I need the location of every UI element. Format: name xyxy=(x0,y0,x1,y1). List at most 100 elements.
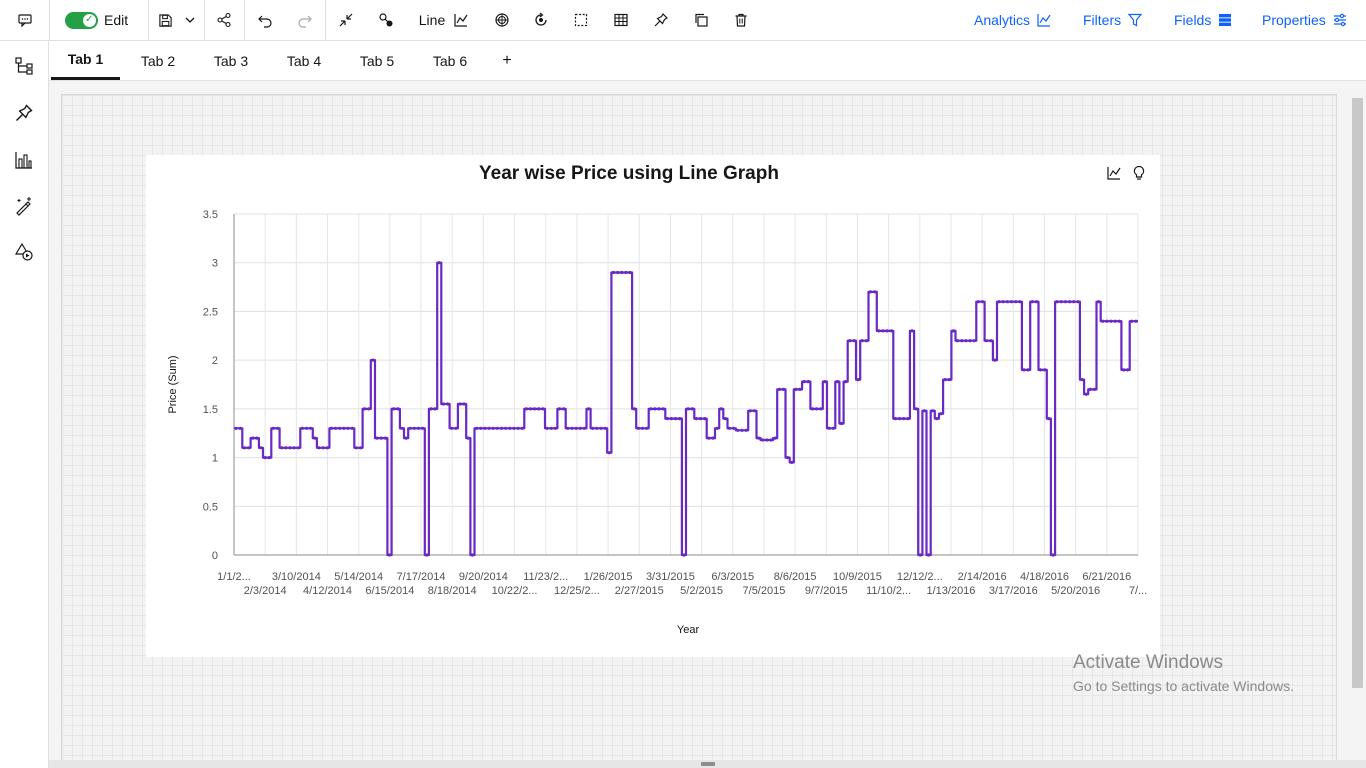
data-point[interactable] xyxy=(516,426,520,430)
data-point[interactable] xyxy=(309,426,313,430)
tab-2[interactable]: Tab 2 xyxy=(140,52,176,69)
data-point[interactable] xyxy=(839,421,844,426)
undo-icon[interactable] xyxy=(254,0,276,40)
properties-link[interactable]: Properties xyxy=(1262,0,1348,40)
data-point[interactable] xyxy=(1126,368,1130,372)
data-point[interactable] xyxy=(980,300,985,304)
data-point[interactable] xyxy=(951,329,956,333)
refresh-icon[interactable] xyxy=(530,0,552,40)
chart-card[interactable]: Year wise Price using Line Graph 0 0.5 1 1.… xyxy=(146,155,1160,657)
data-point[interactable] xyxy=(931,409,935,413)
data-point[interactable] xyxy=(1068,300,1072,304)
data-point[interactable] xyxy=(856,378,860,382)
data-point[interactable] xyxy=(255,436,259,440)
data-point[interactable] xyxy=(678,417,682,421)
chevron-down-icon[interactable] xyxy=(181,0,199,40)
data-point[interactable] xyxy=(1005,300,1010,304)
data-point[interactable] xyxy=(649,407,653,411)
data-point[interactable] xyxy=(1022,368,1026,372)
tab-6[interactable]: Tab 6 xyxy=(432,52,468,69)
data-point[interactable] xyxy=(545,426,549,430)
data-point[interactable] xyxy=(1072,300,1076,304)
data-point[interactable] xyxy=(334,426,338,430)
data-point[interactable] xyxy=(674,417,678,421)
data-point[interactable] xyxy=(582,426,586,430)
comment-icon[interactable] xyxy=(12,0,38,40)
data-point[interactable] xyxy=(1026,368,1030,372)
data-point[interactable] xyxy=(868,290,873,294)
hierarchy-icon[interactable] xyxy=(12,54,36,78)
data-point[interactable] xyxy=(752,409,757,413)
data-point[interactable] xyxy=(421,426,425,430)
data-point[interactable] xyxy=(267,456,271,460)
data-point[interactable] xyxy=(877,329,881,333)
data-point[interactable] xyxy=(628,270,632,275)
data-point[interactable] xyxy=(358,446,363,450)
data-point[interactable] xyxy=(1134,319,1138,323)
data-point[interactable] xyxy=(690,407,694,411)
data-point[interactable] xyxy=(528,407,533,411)
tab-3[interactable]: Tab 3 xyxy=(213,52,249,69)
horizontal-scrollbar[interactable] xyxy=(49,760,1366,768)
pin-icon[interactable] xyxy=(650,0,672,40)
data-point[interactable] xyxy=(947,378,951,382)
data-point[interactable] xyxy=(939,412,943,416)
data-point[interactable] xyxy=(802,380,806,384)
data-point[interactable] xyxy=(317,446,321,450)
data-point[interactable] xyxy=(280,446,284,450)
toggle-icon[interactable]: ✓ xyxy=(64,11,98,29)
data-point[interactable] xyxy=(956,339,960,343)
data-point[interactable] xyxy=(1014,300,1018,304)
data-point[interactable] xyxy=(848,339,852,343)
data-point[interactable] xyxy=(823,380,827,384)
data-point[interactable] xyxy=(354,446,358,450)
data-point[interactable] xyxy=(392,407,396,411)
data-point[interactable] xyxy=(396,407,400,411)
data-point[interactable] xyxy=(777,387,781,391)
data-point[interactable] xyxy=(1001,300,1005,304)
data-point[interactable] xyxy=(719,407,723,411)
data-point[interactable] xyxy=(694,417,699,421)
data-point[interactable] xyxy=(835,380,840,384)
data-point[interactable] xyxy=(234,426,238,430)
edit-toggle[interactable]: ✓ xyxy=(64,0,98,40)
data-point[interactable] xyxy=(640,426,645,430)
data-point[interactable] xyxy=(1039,368,1043,372)
data-point[interactable] xyxy=(1059,300,1063,304)
data-point[interactable] xyxy=(740,428,744,432)
data-point[interactable] xyxy=(284,446,288,450)
data-point[interactable] xyxy=(922,409,927,413)
data-point[interactable] xyxy=(993,358,997,362)
tab-5[interactable]: Tab 5 xyxy=(359,52,395,69)
data-point[interactable] xyxy=(744,428,748,432)
data-point[interactable] xyxy=(313,436,317,440)
data-point[interactable] xyxy=(906,417,910,421)
data-point[interactable] xyxy=(1047,417,1051,421)
data-point[interactable] xyxy=(549,426,553,430)
data-point[interactable] xyxy=(338,426,342,430)
data-point[interactable] xyxy=(810,407,815,411)
data-point[interactable] xyxy=(541,407,545,411)
share-icon[interactable] xyxy=(213,0,235,40)
save-icon[interactable] xyxy=(155,0,175,40)
data-point[interactable] xyxy=(1097,300,1101,304)
magic-icon[interactable] xyxy=(12,194,36,218)
vertical-scrollbar[interactable] xyxy=(1352,98,1363,688)
data-point[interactable] xyxy=(491,426,495,430)
data-point[interactable] xyxy=(1063,300,1067,304)
chart-type-label[interactable]: Line xyxy=(418,12,446,28)
data-point[interactable] xyxy=(607,451,611,455)
data-point[interactable] xyxy=(504,426,508,430)
data-point[interactable] xyxy=(881,329,885,333)
data-point[interactable] xyxy=(400,426,404,430)
data-point[interactable] xyxy=(562,407,566,411)
data-point[interactable] xyxy=(1088,387,1092,391)
tab-4[interactable]: Tab 4 xyxy=(286,52,322,69)
data-point[interactable] xyxy=(329,426,333,430)
data-point[interactable] xyxy=(736,428,740,432)
data-point[interactable] xyxy=(661,407,665,411)
redo-icon[interactable] xyxy=(294,0,316,40)
data-point[interactable] xyxy=(533,407,537,411)
data-point[interactable] xyxy=(715,426,719,430)
data-point[interactable] xyxy=(997,300,1001,304)
